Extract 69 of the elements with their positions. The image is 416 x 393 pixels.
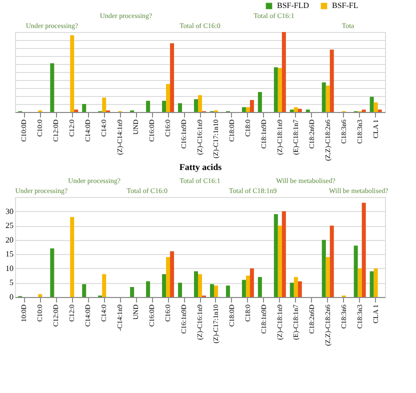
bar	[50, 63, 54, 112]
bar	[298, 108, 302, 112]
legend-label: BSF-FL	[332, 1, 358, 10]
bar	[370, 271, 374, 297]
bar	[170, 43, 174, 112]
bar	[102, 274, 106, 297]
bar	[210, 284, 214, 297]
legend-label: BSF-FLD	[277, 1, 310, 10]
bar	[166, 257, 170, 297]
bar	[374, 102, 378, 112]
bar	[246, 276, 250, 297]
bar	[282, 211, 286, 297]
bar	[278, 226, 282, 297]
y-tick-label: 20	[6, 235, 14, 244]
bar	[330, 50, 334, 112]
bar	[250, 268, 254, 297]
bar	[166, 84, 170, 112]
bar	[250, 100, 254, 112]
bar	[70, 217, 74, 297]
bar	[298, 281, 302, 297]
bar	[258, 277, 262, 297]
bar	[146, 281, 150, 297]
bar	[290, 282, 294, 297]
bar	[214, 286, 218, 297]
bar	[130, 287, 134, 297]
bar	[178, 282, 182, 297]
bar	[278, 68, 282, 112]
bar	[294, 277, 298, 297]
bar	[374, 268, 378, 297]
bar	[326, 86, 330, 112]
y-tick-label: 5	[10, 278, 14, 288]
x-axis-title: Fatty acids	[179, 162, 222, 172]
bar	[322, 82, 326, 112]
bar	[198, 95, 202, 112]
bar	[258, 92, 262, 112]
bar	[226, 286, 230, 297]
bar	[50, 248, 54, 297]
y-tick-label: 0	[10, 292, 14, 302]
bar	[170, 251, 174, 297]
y-tick-label: 15	[6, 250, 14, 259]
bar	[274, 67, 278, 112]
bar	[326, 257, 330, 297]
bar	[82, 104, 86, 112]
bar	[362, 202, 366, 297]
bar	[370, 96, 374, 112]
bar	[146, 100, 150, 112]
bar	[194, 271, 198, 297]
bar	[354, 246, 358, 297]
bar	[322, 240, 326, 297]
bar	[274, 214, 278, 297]
y-tick-label: 25	[6, 221, 14, 230]
bar	[82, 284, 86, 297]
bar	[194, 99, 198, 112]
bar	[198, 274, 202, 297]
y-tick-label: 30	[6, 206, 14, 216]
bar	[242, 107, 246, 112]
bar	[162, 100, 166, 112]
bar	[102, 98, 106, 112]
bar	[38, 294, 42, 297]
bar	[162, 274, 166, 297]
bar	[294, 107, 298, 112]
bar	[70, 35, 74, 112]
bar	[242, 280, 246, 297]
bar	[282, 32, 286, 112]
bar	[358, 268, 362, 297]
bar	[246, 107, 250, 112]
bar	[330, 226, 334, 297]
bar	[178, 103, 182, 112]
y-tick-label: 10	[6, 264, 14, 273]
